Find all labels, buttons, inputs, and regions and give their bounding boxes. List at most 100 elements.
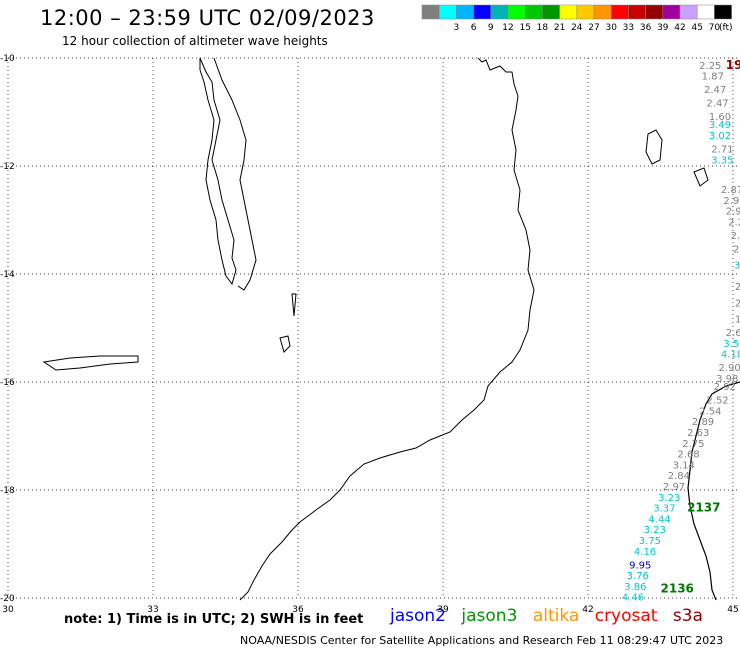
swh-value: 2.2 <box>728 217 740 228</box>
swh-value: 2.71 <box>711 145 733 156</box>
lon-label: 45 <box>727 605 738 615</box>
swh-value: 1.87 <box>702 72 724 83</box>
small-lake-1 <box>279 335 291 353</box>
swh-value: 4.16 <box>634 547 656 558</box>
swh-value: 2.97 <box>723 196 740 207</box>
credit-line: NOAA/NESDIS Center for Satellite Applica… <box>240 634 724 647</box>
lat-label: -16 <box>0 378 15 388</box>
sat-cryosat: cryosat <box>594 606 658 626</box>
lon-label: 36 <box>292 605 304 615</box>
lake-malawi-outline <box>199 57 237 286</box>
legend-tick-label: 30 <box>605 23 617 33</box>
swh-value: 2.47 <box>704 85 726 96</box>
legend-tick-label: 21 <box>554 23 565 33</box>
swh-value: 1 <box>735 315 740 326</box>
footer-note: note: 1) Time is in UTC; 2) SWH is in fe… <box>64 612 364 627</box>
legend-tick-label: 70 <box>709 23 721 33</box>
west-lake <box>42 355 139 371</box>
swh-value: 3.37 <box>653 504 675 515</box>
swh-value: 2.90 <box>719 363 740 374</box>
swh-value: 3.49 <box>709 120 731 131</box>
legend-tick-label: 18 <box>537 23 549 33</box>
swh-value: 3.98 <box>716 374 738 385</box>
swh-value: 2.87 <box>721 185 740 196</box>
satellite-legend: jason2 jason3 altika cryosat s3a <box>390 606 713 626</box>
legend-tick-label: 6 <box>471 23 477 33</box>
legend-tick-label: 24 <box>571 23 583 33</box>
coastline <box>42 57 740 601</box>
swh-value: 3.76 <box>627 571 649 582</box>
swh-value: 2. <box>733 244 740 255</box>
legend-tick-label: 12 <box>502 23 513 33</box>
madagascar-coastline <box>687 381 740 601</box>
legend-tick-label: 42 <box>674 23 685 33</box>
swh-value: 3.75 <box>639 536 661 547</box>
swh-readings: 2.251.87 2.47 2.47 1.603.493.02 2.713.35 2.87… <box>622 61 740 604</box>
track-id-label: 2137 <box>687 501 720 515</box>
legend-tick-label: 36 <box>640 23 652 33</box>
legend-tick-label: 9 <box>488 23 494 33</box>
swh-value: 2.75 <box>682 439 704 450</box>
lon-label: 39 <box>437 605 449 615</box>
swh-value: 1.60 <box>709 112 731 123</box>
swh-value: 2.0 <box>731 231 740 242</box>
comoros-island-1 <box>645 129 663 165</box>
swh-value: 2.63 <box>687 428 709 439</box>
swh-value: 3.58 <box>723 339 740 350</box>
swh-value: 2.92 <box>714 382 736 393</box>
swh-value: 9.95 <box>629 560 651 571</box>
swh-value: 2 <box>735 298 740 309</box>
swh-value: 3 <box>734 261 740 272</box>
swh-value: 4.44 <box>648 514 670 525</box>
legend-tick-label: 39 <box>657 23 669 33</box>
legend-swatch <box>714 4 732 20</box>
legend-unit: (ft) <box>719 23 733 33</box>
swh-value: 2.9 <box>726 207 740 218</box>
lon-label: 42 <box>582 605 593 615</box>
lat-label: -14 <box>0 270 15 280</box>
lat-lon-grid <box>7 57 740 599</box>
swh-value: 3.02 <box>709 131 731 142</box>
mainland-coastline <box>239 57 535 601</box>
color-scale-legend: 3 6 9 12 15 18 21 24 27 30 33 36 39 42 45 70(ft) <box>421 4 733 33</box>
legend-tick-label: 3 <box>454 23 460 33</box>
legend-tick-label: 15 <box>519 23 530 33</box>
swh-value: 2.84 <box>668 471 690 482</box>
swh-value: 2.68 <box>677 450 699 461</box>
track-labels: 2137 2136 19 <box>661 58 740 596</box>
swh-value: 3.35 <box>711 155 733 166</box>
legend-tick-label: 27 <box>588 23 599 33</box>
lat-label: -18 <box>0 486 15 496</box>
lat-label: -12 <box>0 162 15 172</box>
swh-value: 2.54 <box>699 406 721 417</box>
small-lake-2 <box>291 293 297 317</box>
lat-label: -10 <box>0 54 15 64</box>
legend-tick-label: 33 <box>623 23 634 33</box>
swh-value: 2.89 <box>692 417 714 428</box>
swh-value: 2.97 <box>663 482 685 493</box>
sat-altika: altika <box>532 606 580 626</box>
map-subtitle: 12 hour collection of altimeter wave hei… <box>62 34 328 48</box>
map-title: 12:00 – 23:59 UTC 02/09/2023 <box>40 6 375 30</box>
swh-value: 4.18 <box>721 350 740 361</box>
lon-label: 33 <box>147 605 158 615</box>
swh-value: 3.23 <box>644 525 666 536</box>
sat-jason2: jason2 <box>390 606 446 626</box>
sat-jason3: jason3 <box>461 606 518 626</box>
swh-value: 2.47 <box>706 99 728 110</box>
lon-label: 30 <box>2 605 14 615</box>
swh-value: 3.23 <box>658 493 680 504</box>
swh-value: 2 <box>735 282 740 293</box>
lake-malawi-east-shore <box>213 57 257 291</box>
track-id-label: 2136 <box>661 582 694 596</box>
comoros-island-2 <box>693 167 709 187</box>
lat-label: -20 <box>0 594 15 604</box>
swh-value: 2.52 <box>706 396 728 407</box>
swh-value: 2.6 <box>726 328 740 339</box>
swh-value: 4.46 <box>622 593 644 604</box>
swh-value: 2.25 <box>699 61 721 72</box>
track-id-label: 19 <box>726 58 740 72</box>
swh-value: 3.86 <box>624 582 646 593</box>
sat-s3a: s3a <box>672 606 703 626</box>
